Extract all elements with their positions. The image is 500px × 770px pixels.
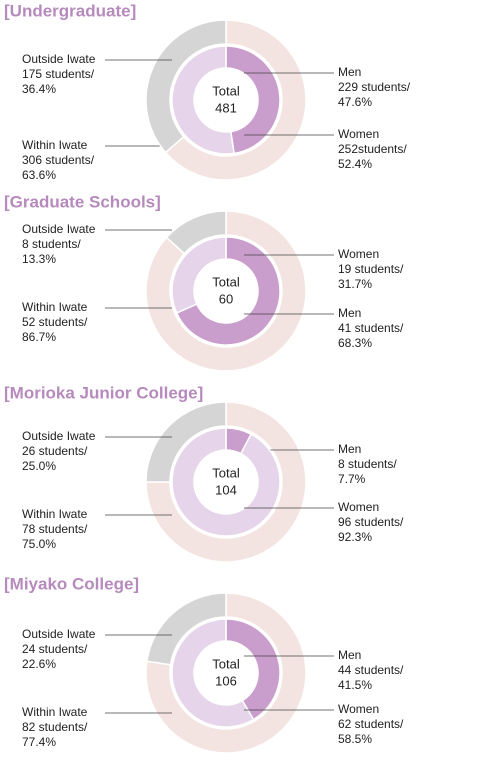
slice-label: Outside Iwate — [22, 429, 96, 443]
donut-slice — [146, 592, 227, 666]
slice-label: Women — [338, 127, 379, 141]
slice-count: 26 students/ — [22, 444, 88, 458]
slice-label: Within Iwate — [22, 705, 88, 719]
slice-label: Men — [338, 65, 361, 79]
slice-label: Outside Iwate — [22, 222, 96, 236]
slice-label: Women — [338, 702, 379, 716]
donut-slice — [171, 236, 227, 314]
slice-count: 52 students/ — [22, 315, 88, 329]
slice-count: 62 students/ — [338, 717, 404, 731]
center-label: Total — [212, 465, 240, 480]
slice-percent: 7.7% — [338, 472, 366, 486]
slice-label: Within Iwate — [22, 300, 88, 314]
chart-title: [Undergraduate] — [4, 1, 136, 20]
center-disc — [205, 270, 247, 312]
slice-percent: 77.4% — [22, 735, 56, 749]
center-total: 104 — [215, 482, 237, 497]
center-label: Total — [212, 274, 240, 289]
slice-percent: 13.3% — [22, 252, 56, 266]
center-total: 106 — [215, 673, 237, 688]
donut-slice — [225, 618, 281, 721]
slice-percent: 75.0% — [22, 537, 56, 551]
slice-count: 306 students/ — [22, 153, 95, 167]
slice-count: 252students/ — [338, 142, 407, 156]
slice-label: Within Iwate — [22, 507, 88, 521]
slice-percent: 58.5% — [338, 732, 372, 746]
donut-slice — [171, 427, 281, 537]
slice-label: Outside Iwate — [22, 52, 96, 66]
slice-count: 229 students/ — [338, 80, 411, 94]
donut-slice — [145, 19, 227, 154]
chart-title: [Morioka Junior College] — [4, 383, 203, 402]
center-label: Total — [212, 83, 240, 98]
center-label: Total — [212, 656, 240, 671]
slice-count: 8 students/ — [338, 457, 397, 471]
center-disc — [205, 652, 247, 694]
slice-percent: 22.6% — [22, 657, 56, 671]
chart-title: [Miyako College] — [4, 574, 139, 593]
donut-slice — [175, 236, 281, 346]
donut-slice — [165, 210, 227, 255]
donut-slice — [145, 210, 307, 372]
slice-count: 82 students/ — [22, 720, 88, 734]
slice-label: Men — [338, 442, 361, 456]
donut-slice — [171, 618, 255, 728]
center-disc — [205, 79, 247, 121]
slice-label: Men — [338, 648, 361, 662]
slice-count: 44 students/ — [338, 663, 404, 677]
slice-percent: 47.6% — [338, 95, 372, 109]
center-total: 60 — [219, 291, 233, 306]
slice-percent: 41.5% — [338, 678, 372, 692]
donut-slice — [145, 592, 307, 754]
slice-count: 175 students/ — [22, 67, 95, 81]
donut-slice — [145, 401, 307, 563]
slice-count: 96 students/ — [338, 515, 404, 529]
slice-label: Outside Iwate — [22, 627, 96, 641]
slice-count: 19 students/ — [338, 262, 404, 276]
slice-label: Women — [338, 247, 379, 261]
slice-percent: 92.3% — [338, 530, 372, 544]
slice-percent: 36.4% — [22, 82, 56, 96]
slice-count: 8 students/ — [22, 237, 81, 251]
center-disc — [205, 461, 247, 503]
donut-slice — [171, 45, 235, 155]
slice-count: 41 students/ — [338, 321, 404, 335]
slice-percent: 52.4% — [338, 157, 372, 171]
center-total: 481 — [215, 100, 237, 115]
slice-percent: 68.3% — [338, 336, 372, 350]
chart-title: [Graduate Schools] — [4, 192, 161, 211]
slice-percent: 25.0% — [22, 459, 56, 473]
slice-count: 78 students/ — [22, 522, 88, 536]
slice-percent: 86.7% — [22, 330, 56, 344]
donut-slice — [145, 401, 227, 483]
slice-percent: 31.7% — [338, 277, 372, 291]
slice-label: Within Iwate — [22, 138, 88, 152]
slice-percent: 63.6% — [22, 168, 56, 182]
slice-label: Men — [338, 306, 361, 320]
slice-label: Women — [338, 500, 379, 514]
slice-count: 24 students/ — [22, 642, 88, 656]
